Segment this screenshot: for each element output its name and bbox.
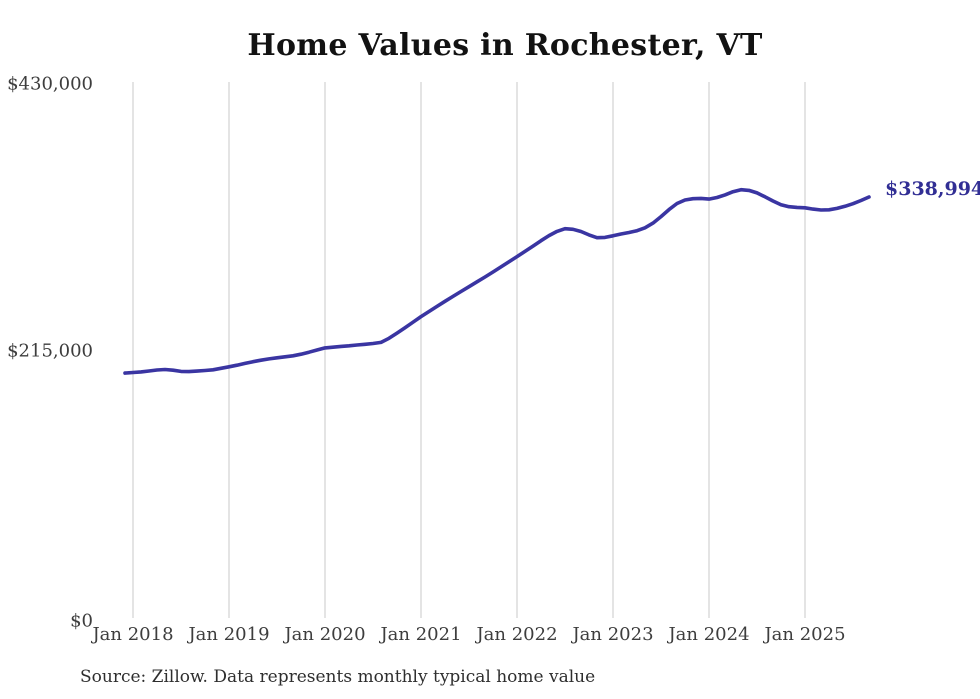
chart-title: Home Values in Rochester, VT	[247, 28, 763, 63]
x-tick-label: Jan 2022	[476, 624, 558, 645]
x-tick-label: Jan 2018	[92, 624, 174, 645]
x-tick-label: Jan 2024	[668, 624, 750, 645]
x-tick-label: Jan 2019	[188, 624, 270, 645]
current-value-label: $338,994	[885, 178, 980, 201]
x-tick-label: Jan 2025	[764, 624, 846, 645]
x-tick-label: Jan 2021	[380, 624, 462, 645]
home-value-line	[123, 187, 871, 375]
y-tick-label: $215,000	[7, 340, 93, 362]
x-tick-label: Jan 2023	[572, 624, 654, 645]
source-note: Source: Zillow. Data represents monthly …	[80, 667, 596, 687]
y-tick-label: $430,000	[7, 73, 93, 95]
y-tick-label: $0	[70, 610, 93, 632]
x-tick-label: Jan 2020	[284, 624, 366, 645]
